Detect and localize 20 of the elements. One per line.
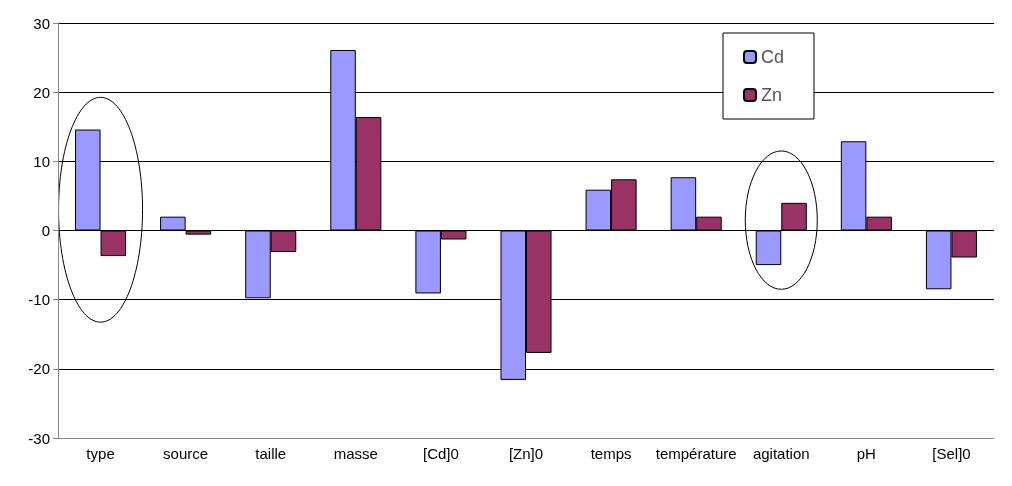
x-tick-label: masse — [333, 445, 378, 462]
y-tick-label: 10 — [33, 152, 50, 170]
y-tick-label: 20 — [33, 83, 50, 101]
y-tick-label: -10 — [28, 291, 50, 309]
x-tick-label: [Sel]0 — [932, 445, 971, 462]
x-tick-label: temps — [590, 445, 632, 462]
x-tick-label: [Cd]0 — [422, 445, 459, 462]
x-tick-label: source — [163, 445, 209, 462]
x-tick-label: température — [655, 445, 737, 462]
y-tick-label: 30 — [33, 14, 50, 32]
x-tick-label: type — [86, 445, 115, 462]
y-tick-label: -30 — [28, 429, 50, 447]
legend-label: Zn — [760, 85, 783, 105]
x-tick-label: pH — [856, 445, 876, 462]
y-tick-label: 0 — [41, 222, 50, 239]
legend-label: Cd — [760, 47, 785, 67]
x-tick-label: [Zn]0 — [508, 445, 544, 462]
y-tick-label: -20 — [28, 360, 50, 378]
x-tick-label: agitation — [752, 445, 810, 462]
x-tick-label: taille — [255, 445, 287, 462]
